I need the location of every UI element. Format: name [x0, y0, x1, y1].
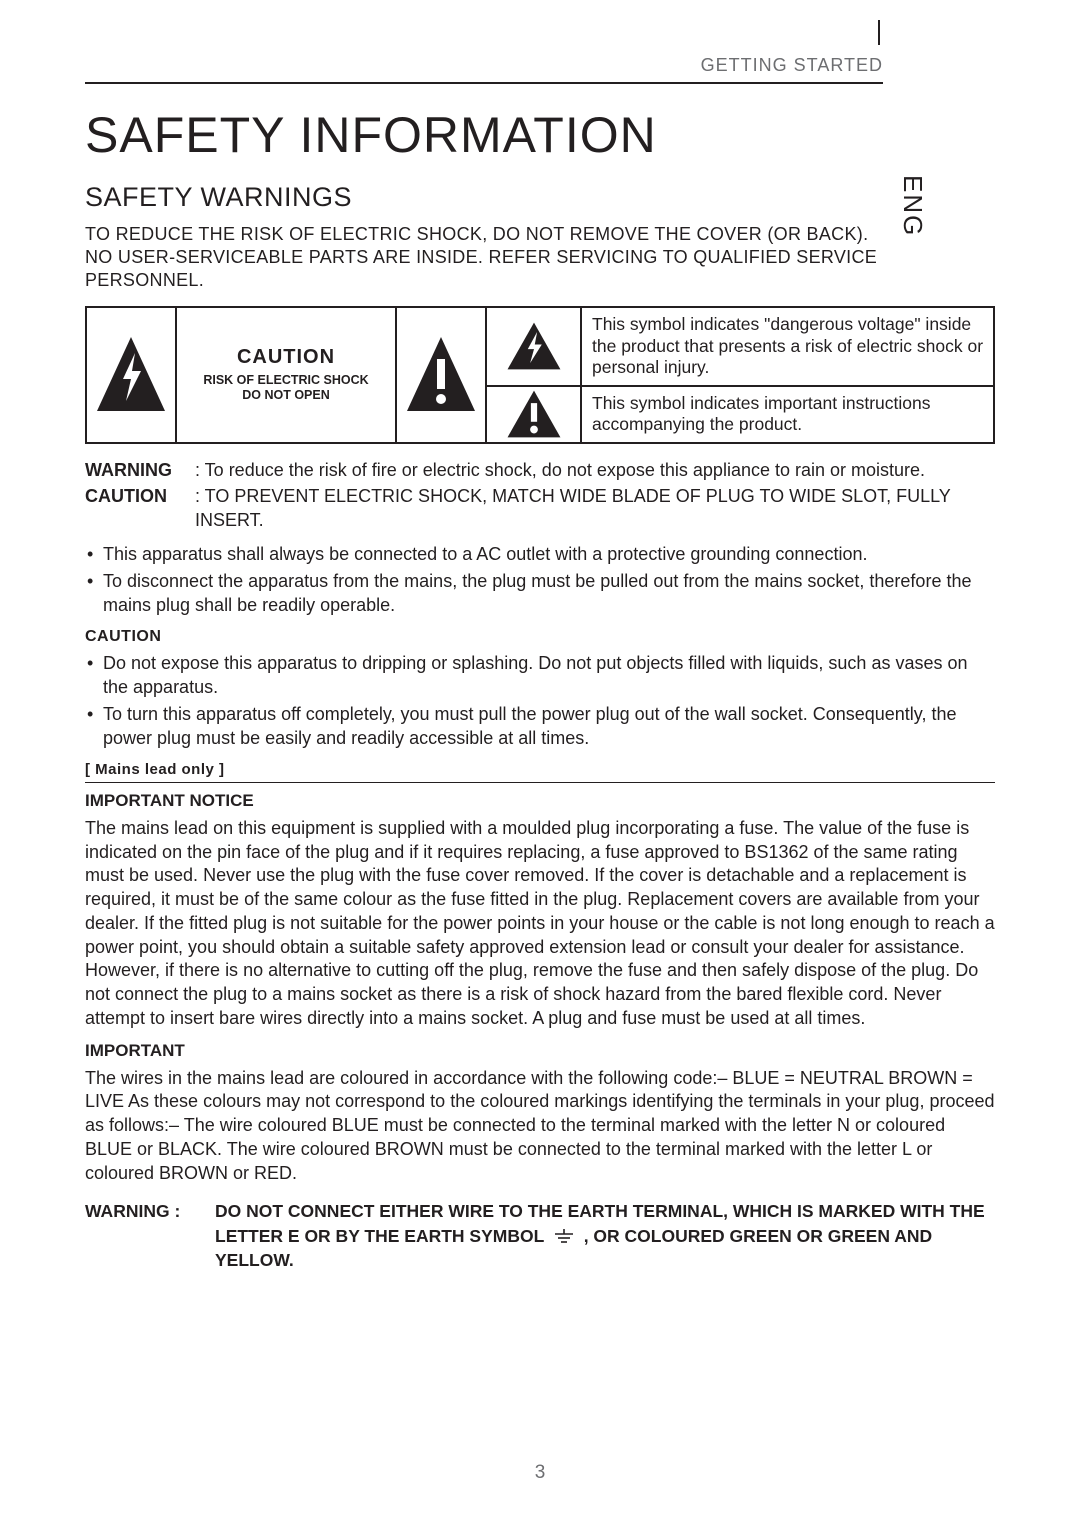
final-warning-body: DO NOT CONNECT EITHER WIRE TO THE EARTH …	[215, 1199, 995, 1273]
final-warning-line2a: LETTER E OR BY THE EARTH SYMBOL	[215, 1226, 549, 1246]
symbol-text-2: This symbol indicates important instruct…	[582, 387, 993, 442]
mains-body: The mains lead on this equipment is supp…	[85, 817, 995, 1031]
bullet-2-2: To turn this apparatus off completely, y…	[85, 703, 995, 751]
page-number: 3	[0, 1462, 1080, 1484]
def-caution: CAUTION : TO PREVENT ELECTRIC SHOCK, MAT…	[85, 484, 995, 533]
bolt-triangle-small-icon	[487, 308, 582, 385]
def-warning-body: : To reduce the risk of fire or electric…	[195, 458, 995, 482]
intro-line-1: TO REDUCE THE RISK OF ELECTRIC SHOCK, DO…	[85, 224, 868, 244]
earth-symbol-icon	[553, 1229, 575, 1245]
final-warning-line1: DO NOT CONNECT EITHER WIRE TO THE EARTH …	[215, 1201, 985, 1221]
intro-text: TO REDUCE THE RISK OF ELECTRIC SHOCK, DO…	[85, 223, 995, 292]
final-warning-label: WARNING :	[85, 1199, 215, 1273]
caution-small-label: RISK OF ELECTRIC SHOCK DO NOT OPEN	[203, 373, 368, 404]
bolt-triangle-icon	[87, 308, 177, 442]
symbol-row-2: This symbol indicates important instruct…	[487, 385, 993, 442]
page-title: SAFETY INFORMATION	[85, 106, 995, 164]
symbol-explain-col: This symbol indicates "dangerous voltage…	[487, 308, 993, 442]
bullet-2-1: Do not expose this apparatus to dripping…	[85, 652, 995, 700]
def-caution-label: CAUTION	[85, 484, 195, 533]
page-subtitle: SAFETY WARNINGS	[85, 182, 995, 213]
final-warning: WARNING : DO NOT CONNECT EITHER WIRE TO …	[85, 1199, 995, 1273]
exclaim-triangle-icon	[395, 308, 485, 442]
caution-box: CAUTION RISK OF ELECTRIC SHOCK DO NOT OP…	[85, 306, 995, 444]
symbol-text-1: This symbol indicates "dangerous voltage…	[582, 308, 993, 385]
header-section: GETTING STARTED	[85, 55, 995, 76]
bullet-1-1: This apparatus shall always be connected…	[85, 543, 995, 567]
important-heading: IMPORTANT	[85, 1041, 995, 1061]
bullet-1-2: To disconnect the apparatus from the mai…	[85, 570, 995, 618]
def-caution-body: : TO PREVENT ELECTRIC SHOCK, MATCH WIDE …	[195, 484, 995, 533]
header-rule	[85, 82, 883, 84]
definitions: WARNING : To reduce the risk of fire or …	[85, 458, 995, 533]
def-warning: WARNING : To reduce the risk of fire or …	[85, 458, 995, 482]
bullet-list-2: Do not expose this apparatus to dripping…	[85, 652, 995, 751]
symbol-row-1: This symbol indicates "dangerous voltage…	[487, 308, 993, 385]
bullet-list-1: This apparatus shall always be connected…	[85, 543, 995, 618]
def-warning-label: WARNING	[85, 458, 195, 482]
important-notice-heading: IMPORTANT NOTICE	[85, 791, 995, 811]
caution-text-cell: CAUTION RISK OF ELECTRIC SHOCK DO NOT OP…	[177, 308, 395, 442]
language-badge: ENG	[897, 175, 928, 237]
mains-rule	[85, 782, 995, 783]
important-body: The wires in the mains lead are coloured…	[85, 1067, 995, 1186]
exclaim-triangle-small-icon	[487, 387, 582, 442]
caution-big-label: CAUTION	[237, 346, 335, 369]
header-divider	[878, 20, 880, 45]
intro-line-2: NO USER-SERVICEABLE PARTS ARE INSIDE. RE…	[85, 247, 877, 290]
caution-panel: CAUTION RISK OF ELECTRIC SHOCK DO NOT OP…	[87, 308, 487, 442]
caution-heading: CAUTION	[85, 628, 995, 646]
mains-lead-tag: [ Mains lead only ]	[85, 761, 995, 778]
